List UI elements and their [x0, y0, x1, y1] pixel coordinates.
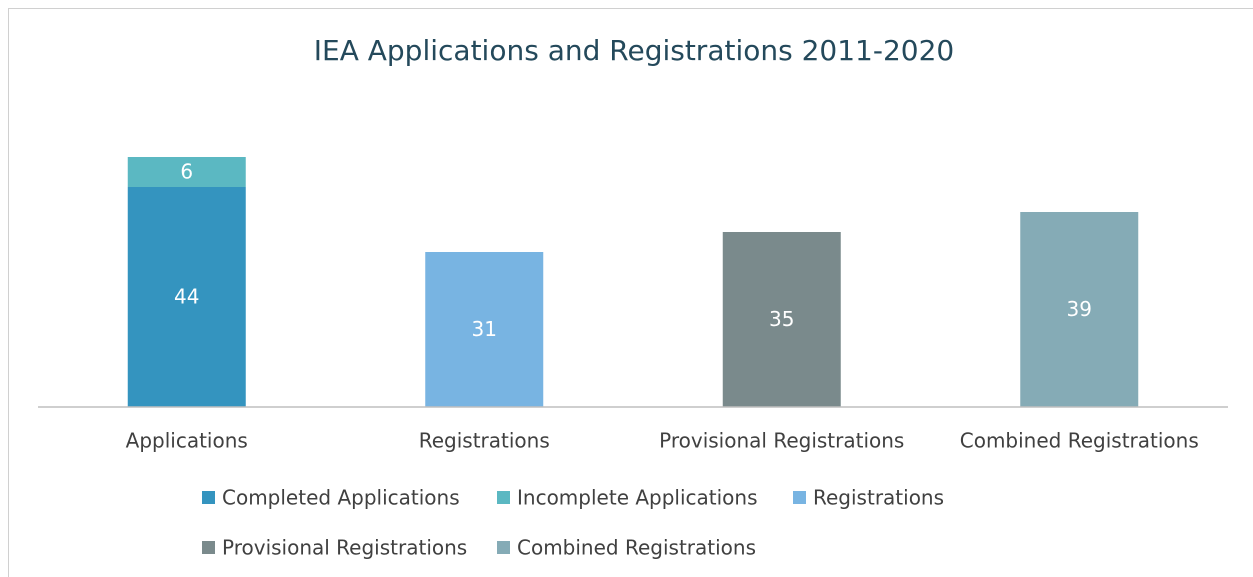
bar-segment: [425, 252, 544, 407]
legend-swatch: [793, 491, 806, 504]
bar-segment: [722, 232, 841, 407]
legend-swatch: [497, 541, 510, 554]
legend-label: Combined Registrations: [517, 536, 756, 560]
data-label: 44: [174, 285, 199, 309]
data-label: 35: [769, 307, 794, 331]
x-tick-label: Combined Registrations: [960, 429, 1199, 453]
bar-segment: [127, 187, 246, 407]
legend-label: Provisional Registrations: [222, 536, 467, 560]
chart-title: IEA Applications and Registrations 2011-…: [314, 34, 954, 67]
legend-swatch: [202, 541, 215, 554]
legend-label: Incomplete Applications: [517, 486, 758, 510]
legend-label: Registrations: [813, 486, 944, 510]
x-tick-label: Registrations: [419, 429, 550, 453]
bar-segment: [127, 157, 246, 187]
legend-swatch: [202, 491, 215, 504]
legend-label: Completed Applications: [222, 486, 460, 510]
data-label: 39: [1067, 297, 1092, 321]
x-tick-label: Provisional Registrations: [659, 429, 904, 453]
x-tick-label: Applications: [126, 429, 248, 453]
data-label: 6: [180, 160, 193, 184]
legend-swatch: [497, 491, 510, 504]
data-label: 31: [472, 317, 497, 341]
bar-segment: [1020, 212, 1139, 407]
